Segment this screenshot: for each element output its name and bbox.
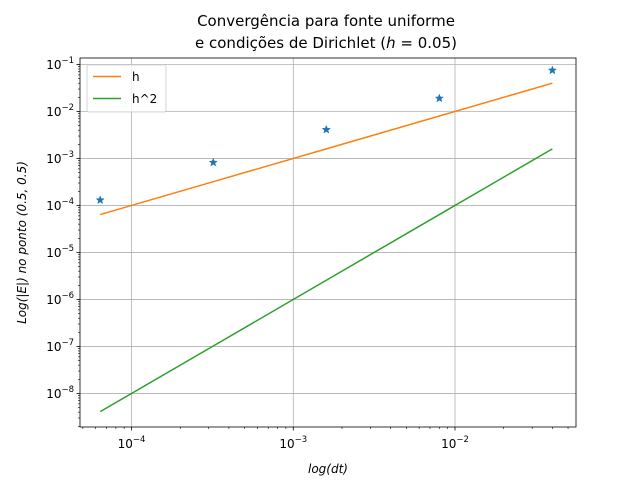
y-axis-label: Log(|E|) no ponto (0.5, 0.5)	[15, 161, 29, 324]
axis-ticks: 10−4 10−3 10−2 10−8 10−7 10−6 10−5 10−4 10−3 10−2…	[46, 56, 569, 451]
y-tick-label: 10−8	[46, 385, 74, 401]
y-tick-label: 10−6	[46, 291, 74, 307]
plot-frame	[79, 57, 577, 428]
grid	[80, 58, 576, 427]
x-tick-label: 10−3	[279, 435, 307, 451]
legend-label-h: h	[132, 70, 140, 84]
series-line-h	[100, 82, 553, 216]
legend-label-h2: h^2	[132, 92, 157, 106]
error-point	[321, 124, 331, 134]
chart-title-line-2: e condições de Dirichlet (h = 0.05)	[195, 34, 457, 52]
error-point	[208, 157, 218, 167]
y-tick-label: 10−3	[46, 150, 74, 166]
series-line-h2	[99, 148, 553, 413]
error-point	[95, 195, 105, 205]
y-tick-label: 10−1	[46, 56, 74, 72]
x-tick-label: 10−2	[441, 435, 469, 451]
legend: h h^2	[86, 64, 167, 113]
y-tick-label: 10−2	[46, 103, 74, 119]
series-layer	[99, 82, 553, 413]
error-point	[434, 93, 444, 103]
y-tick-label: 10−4	[46, 197, 74, 213]
x-axis-label: log(dt)	[308, 462, 348, 476]
error-point	[547, 65, 558, 75]
chart-title-line-1: Convergência para fonte uniforme	[197, 12, 455, 30]
x-tick-label: 10−4	[118, 435, 146, 451]
error-markers	[95, 65, 558, 205]
y-tick-label: 10−7	[46, 338, 74, 354]
y-tick-label: 10−5	[46, 244, 74, 260]
